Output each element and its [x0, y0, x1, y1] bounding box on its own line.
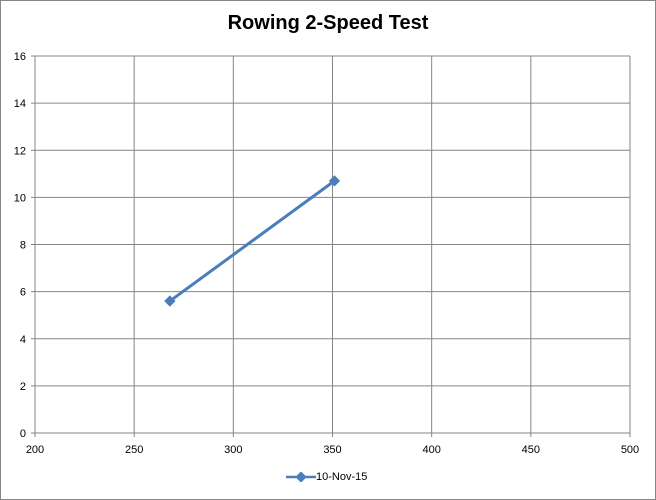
y-tick-label: 8 — [20, 240, 26, 252]
x-tick-label: 350 — [323, 444, 341, 456]
y-tick-label: 16 — [14, 51, 26, 63]
legend-label: 10-Nov-15 — [316, 471, 368, 483]
y-tick-label: 0 — [20, 428, 26, 440]
y-tick-label: 14 — [14, 98, 26, 110]
legend-marker-icon — [286, 472, 316, 482]
legend: 10-Nov-15 — [286, 471, 367, 483]
x-tick-label: 300 — [224, 444, 242, 456]
y-tick-label: 4 — [20, 334, 26, 346]
x-tick-label: 250 — [125, 444, 143, 456]
x-tick-label: 500 — [621, 444, 639, 456]
y-tick-label: 10 — [14, 192, 26, 204]
data-point — [164, 295, 176, 307]
x-tick-label: 200 — [26, 444, 44, 456]
y-tick-label: 6 — [20, 287, 26, 299]
series-line — [168, 179, 336, 303]
x-tick-label: 400 — [422, 444, 440, 456]
data-point — [328, 175, 341, 187]
x-tick-label: 450 — [522, 444, 540, 456]
y-tick-label: 2 — [20, 381, 26, 393]
y-tick-label: 12 — [14, 145, 26, 157]
chart-title: Rowing 2-Speed Test — [227, 12, 429, 34]
